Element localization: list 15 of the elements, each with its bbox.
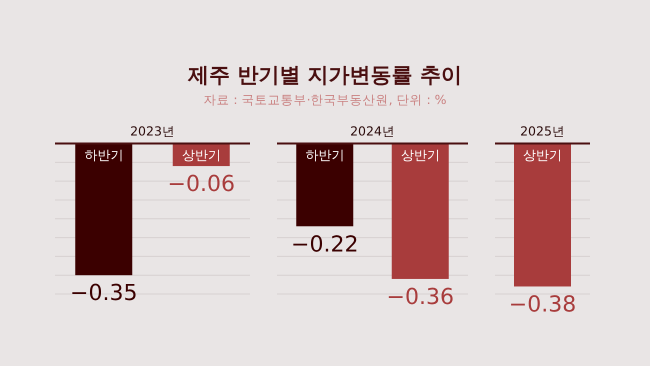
data-label: −0.22 [291, 232, 358, 258]
x-tick-label: 하반기 [305, 148, 344, 164]
x-axis-title: 2024년 [350, 124, 395, 138]
data-label: −0.36 [386, 284, 454, 310]
text: 제주 반기별 지가변동률 추이 [187, 63, 462, 87]
x-tick-label: 상반기 [523, 148, 562, 164]
data-label: −0.38 [508, 292, 576, 318]
x-tick-label: 상반기 [400, 148, 440, 164]
x-axis-title: 2025년 [520, 124, 565, 138]
x-tick-label: 상반기 [182, 148, 221, 164]
data-label: −0.35 [70, 281, 138, 306]
x-axis-title: 2023년 [130, 124, 175, 138]
x-tick-label: 하반기 [84, 148, 124, 164]
text: 자료 : 국토교통부·한국부동산원, 단위 : % [203, 92, 447, 107]
data-label: −0.06 [168, 172, 235, 198]
